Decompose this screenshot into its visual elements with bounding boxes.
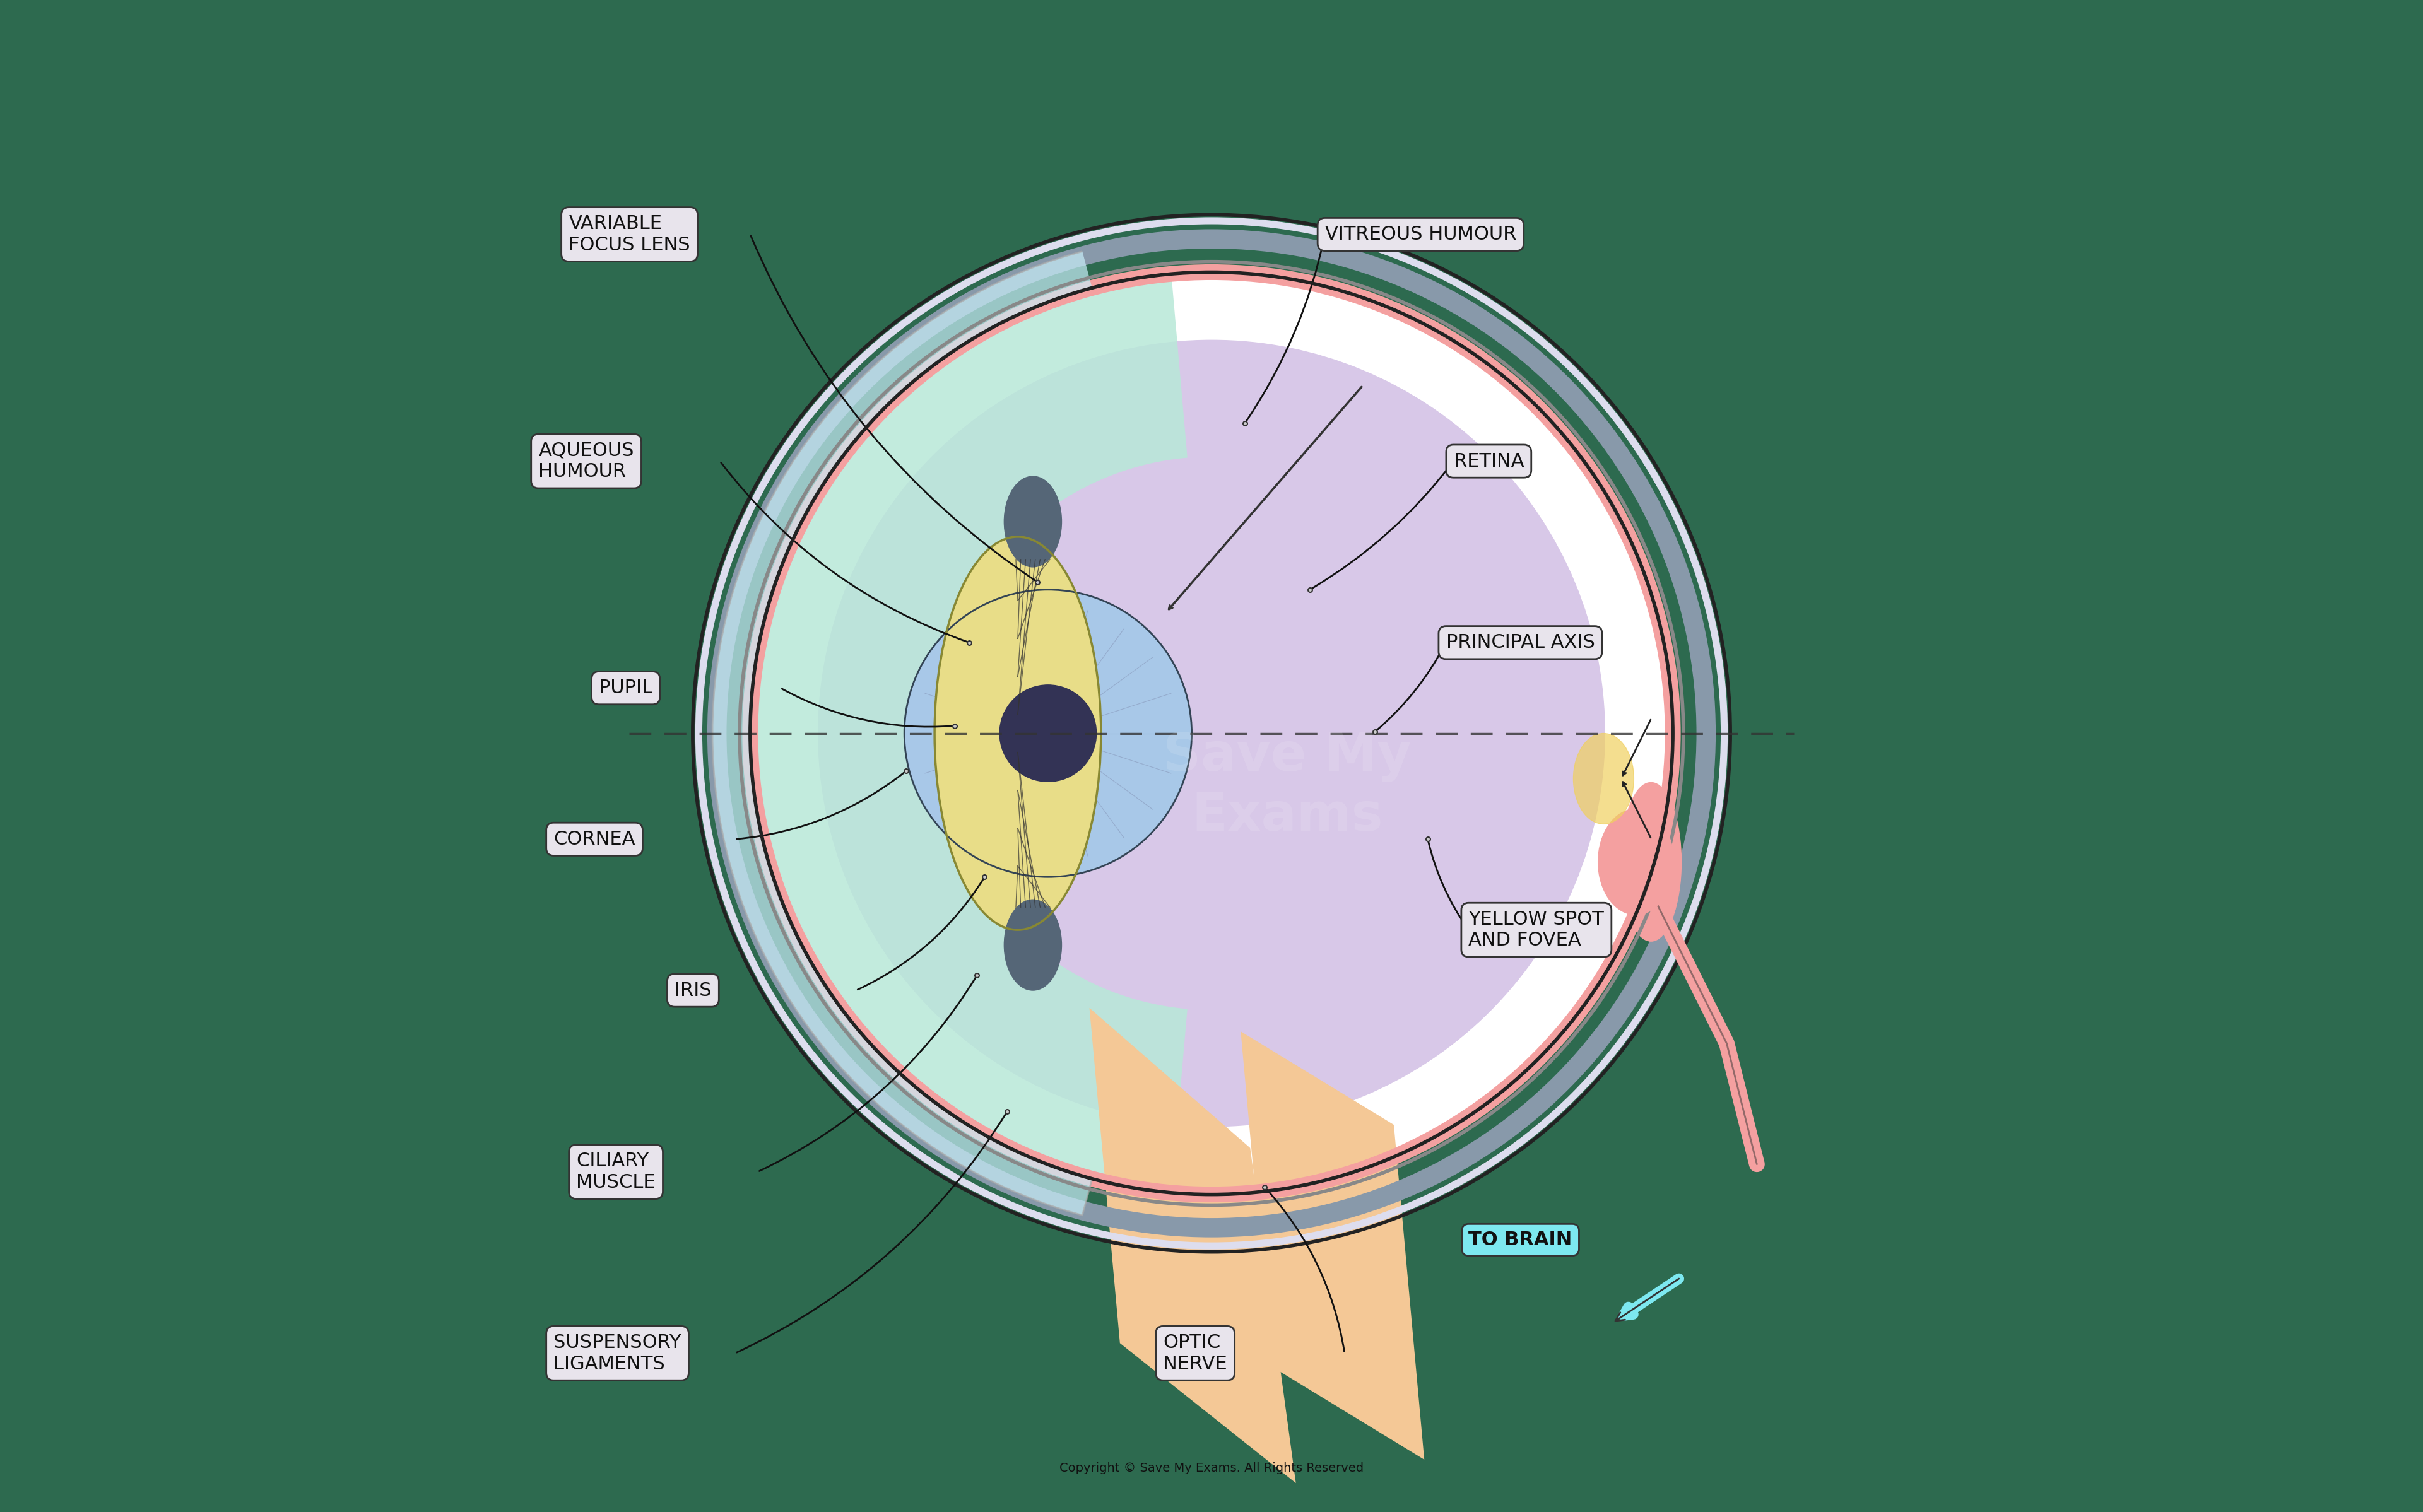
PathPatch shape bbox=[712, 251, 1093, 1216]
Text: CILIARY
MUSCLE: CILIARY MUSCLE bbox=[577, 1152, 657, 1191]
PathPatch shape bbox=[751, 274, 1187, 1193]
Text: VITREOUS HUMOUR: VITREOUS HUMOUR bbox=[1325, 225, 1517, 243]
Text: PRINCIPAL AXIS: PRINCIPAL AXIS bbox=[1447, 634, 1594, 652]
Ellipse shape bbox=[1003, 900, 1061, 990]
Text: YELLOW SPOT
AND FOVEA: YELLOW SPOT AND FOVEA bbox=[1468, 910, 1604, 950]
Text: SUSPENSORY
LIGAMENTS: SUSPENSORY LIGAMENTS bbox=[552, 1334, 681, 1373]
Text: Copyright © Save My Exams. All Rights Reserved: Copyright © Save My Exams. All Rights Re… bbox=[1059, 1462, 1364, 1474]
Text: IRIS: IRIS bbox=[674, 981, 712, 999]
Circle shape bbox=[819, 340, 1604, 1126]
Text: AQUEOUS
HUMOUR: AQUEOUS HUMOUR bbox=[538, 442, 635, 481]
Text: TO BRAIN: TO BRAIN bbox=[1468, 1231, 1573, 1249]
Circle shape bbox=[751, 272, 1672, 1194]
Polygon shape bbox=[1090, 1010, 1294, 1482]
Text: OPTIC
NERVE: OPTIC NERVE bbox=[1163, 1334, 1228, 1373]
Polygon shape bbox=[1241, 1033, 1422, 1458]
Circle shape bbox=[904, 590, 1192, 877]
Ellipse shape bbox=[1573, 733, 1633, 824]
Ellipse shape bbox=[935, 537, 1100, 930]
Text: VARIABLE
FOCUS LENS: VARIABLE FOCUS LENS bbox=[569, 215, 691, 254]
Text: Save My
Exams: Save My Exams bbox=[1163, 732, 1410, 841]
Text: CORNEA: CORNEA bbox=[552, 830, 635, 848]
Text: RETINA: RETINA bbox=[1454, 452, 1524, 470]
Ellipse shape bbox=[1599, 809, 1674, 915]
Ellipse shape bbox=[1003, 476, 1061, 567]
Circle shape bbox=[1001, 685, 1095, 782]
Text: PUPIL: PUPIL bbox=[598, 679, 652, 697]
Ellipse shape bbox=[1621, 783, 1682, 940]
